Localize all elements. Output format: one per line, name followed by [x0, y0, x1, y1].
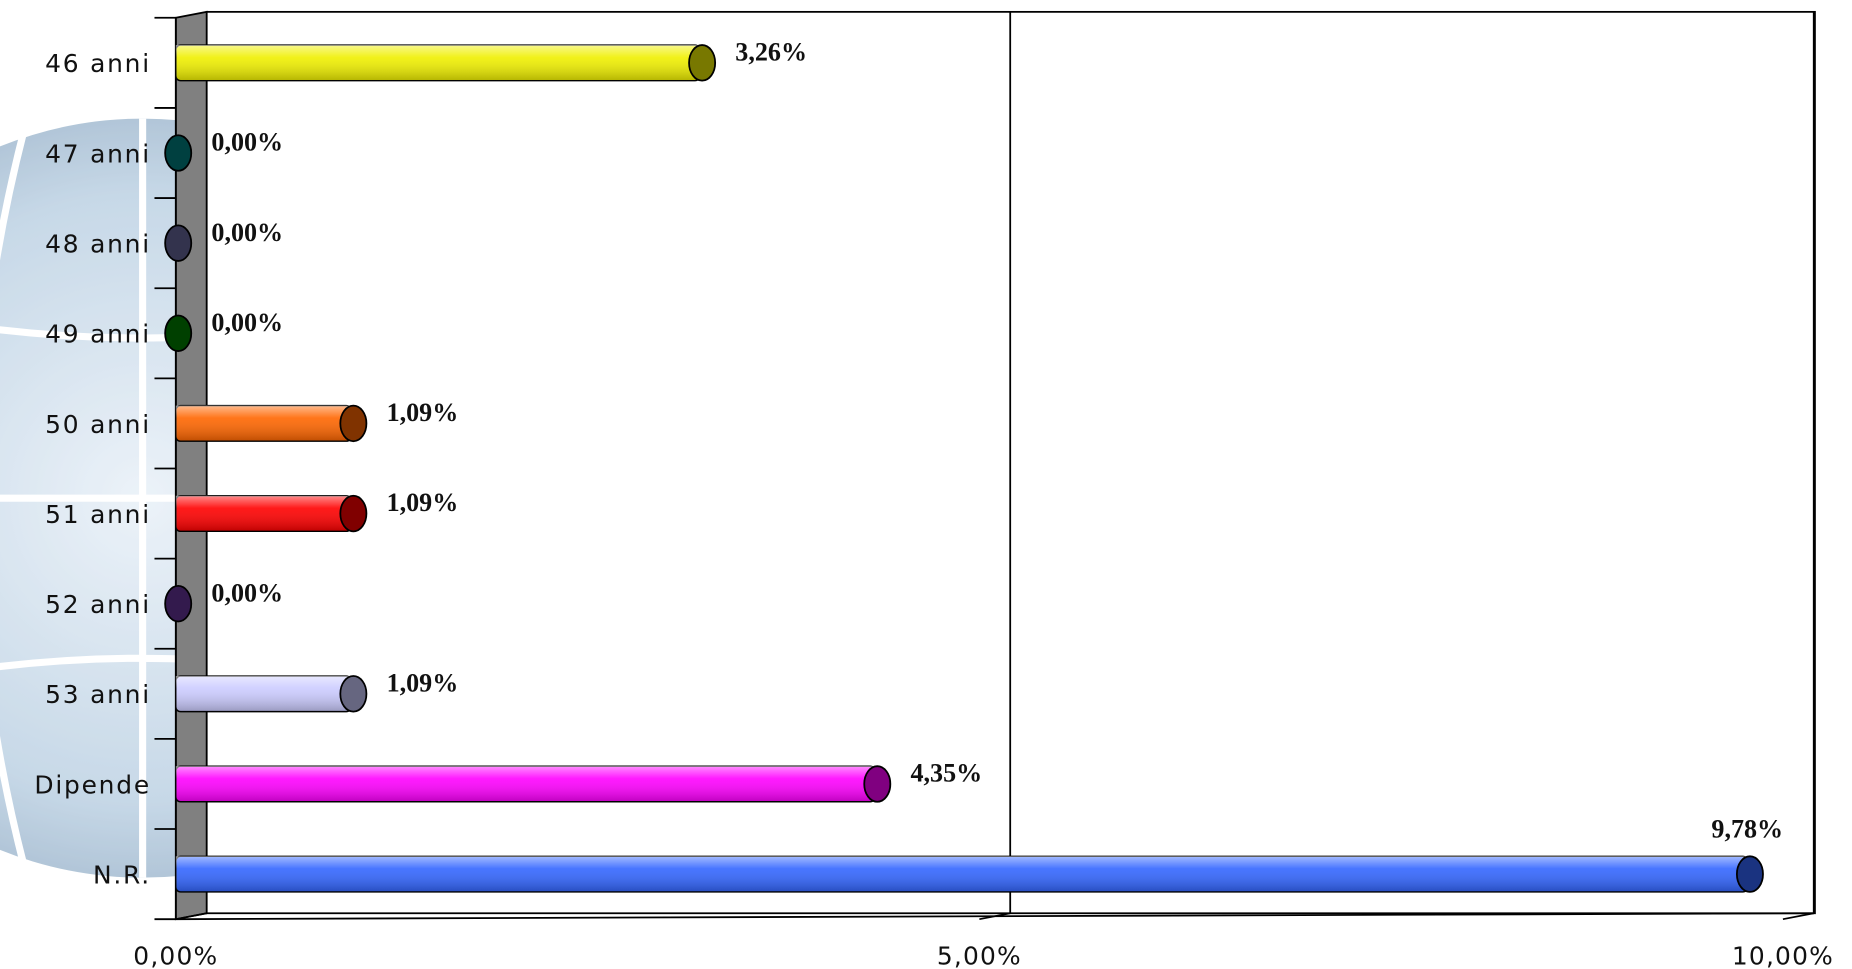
- bar-shine: [175, 495, 351, 532]
- bar-end-cap: [339, 675, 368, 713]
- bar-shine: [175, 766, 875, 802]
- bar-end-cap: [164, 314, 193, 352]
- x-tick: [979, 912, 1011, 921]
- bar-end-cap: [1735, 855, 1764, 893]
- bar-end-cap: [863, 765, 892, 803]
- value-label: 0,00%: [211, 128, 283, 157]
- value-label: 0,00%: [211, 578, 283, 607]
- y-tick-label: 46 anni: [45, 49, 151, 78]
- y-tick-label: 48 anni: [45, 230, 151, 259]
- y-tick-label: 52 anni: [45, 590, 151, 619]
- bar-end-cap: [339, 494, 368, 533]
- x-tick-label: 5,00%: [937, 941, 1022, 969]
- bar-shine: [175, 856, 1748, 892]
- x-tick-label: 0,00%: [133, 941, 218, 969]
- y-tick-label: 49 anni: [45, 320, 151, 349]
- y-tick-label: 50 anni: [45, 410, 151, 439]
- y-tick-label: N.R.: [93, 860, 151, 889]
- value-label: 9,78%: [1711, 814, 1783, 843]
- value-label: 0,00%: [211, 308, 283, 337]
- bar-end-cap: [164, 585, 193, 623]
- x-tick-label: 10,00%: [1732, 941, 1834, 969]
- bar-shine: [175, 45, 700, 81]
- bar-end-cap: [164, 134, 193, 172]
- bar-end-cap: [339, 404, 368, 443]
- value-label: 1,09%: [387, 488, 459, 517]
- plot: 0,00% 5,00% 10,00% 46 anni 3,26% 47 anni 0,00%…: [34, 11, 1834, 969]
- y-tick-label: 53 anni: [45, 680, 151, 709]
- x-tick: [1782, 912, 1814, 921]
- value-label: 1,09%: [387, 398, 459, 427]
- bar-shine: [175, 676, 351, 712]
- y-tick-label: Dipende: [34, 770, 151, 799]
- value-label: 0,00%: [211, 218, 283, 247]
- value-label: 1,09%: [387, 669, 459, 698]
- bar-end-cap: [688, 44, 717, 82]
- bar-end-cap: [164, 224, 193, 262]
- bar-shine: [175, 405, 351, 442]
- value-label: 3,26%: [735, 38, 807, 67]
- y-tick-label: 47 anni: [45, 139, 151, 168]
- y-tick-label: 51 anni: [45, 500, 151, 529]
- value-label: 4,35%: [910, 759, 982, 788]
- x-tick: [175, 912, 207, 921]
